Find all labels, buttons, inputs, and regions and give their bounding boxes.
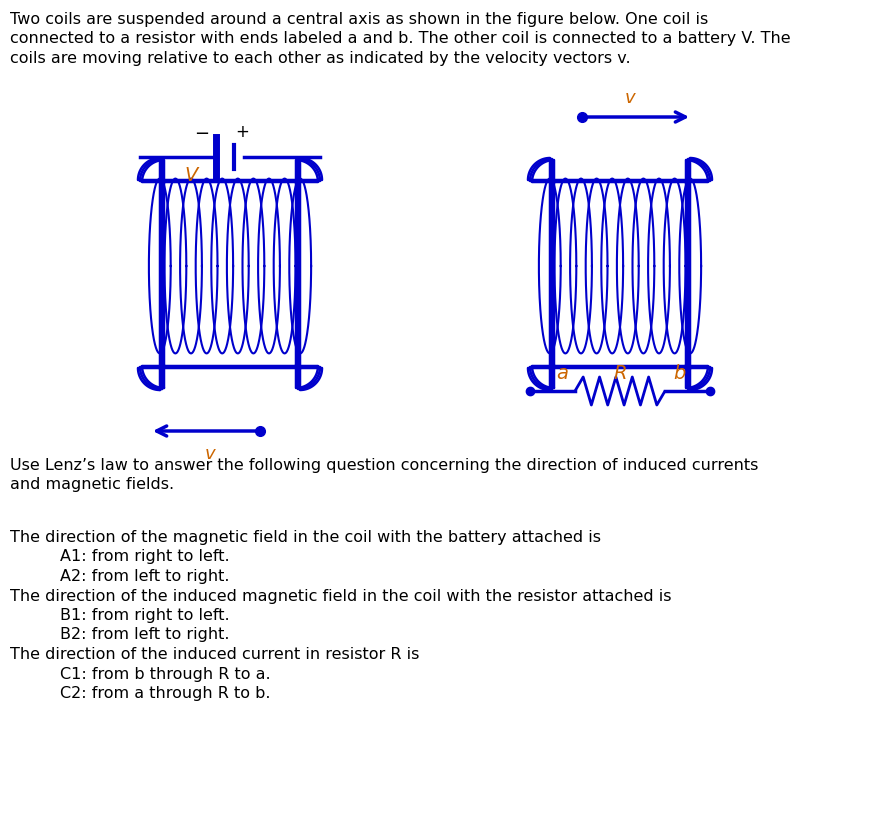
Text: A1: from right to left.: A1: from right to left. [60,549,230,563]
Text: connected to a resistor with ends labeled a and b. The other coil is connected t: connected to a resistor with ends labele… [10,31,790,47]
Text: The direction of the induced magnetic field in the coil with the resistor attach: The direction of the induced magnetic fi… [10,588,671,603]
Text: coils are moving relative to each other as indicated by the velocity vectors v.: coils are moving relative to each other … [10,51,630,66]
Text: $-$: $-$ [194,123,210,141]
Text: Use Lenz’s law to answer the following question concerning the direction of indu: Use Lenz’s law to answer the following q… [10,458,758,473]
Text: $v$: $v$ [203,445,217,463]
Text: $+$: $+$ [235,123,249,141]
Text: The direction of the magnetic field in the coil with the battery attached is: The direction of the magnetic field in t… [10,529,601,545]
Text: C2: from a through R to b.: C2: from a through R to b. [60,686,271,700]
Text: $R$: $R$ [613,364,627,383]
Text: Two coils are suspended around a central axis as shown in the figure below. One : Two coils are suspended around a central… [10,12,709,27]
Text: $v$: $v$ [623,89,637,106]
Text: B1: from right to left.: B1: from right to left. [60,607,230,622]
Text: C1: from b through R to a.: C1: from b through R to a. [60,666,271,681]
Text: $b$: $b$ [673,364,686,383]
Text: B2: from left to right.: B2: from left to right. [60,627,229,642]
Text: The direction of the induced current in resistor R is: The direction of the induced current in … [10,646,419,661]
Text: A2: from left to right.: A2: from left to right. [60,568,229,583]
Text: and magnetic fields.: and magnetic fields. [10,477,174,492]
Text: $a$: $a$ [556,364,568,383]
Text: $V$: $V$ [184,166,200,185]
